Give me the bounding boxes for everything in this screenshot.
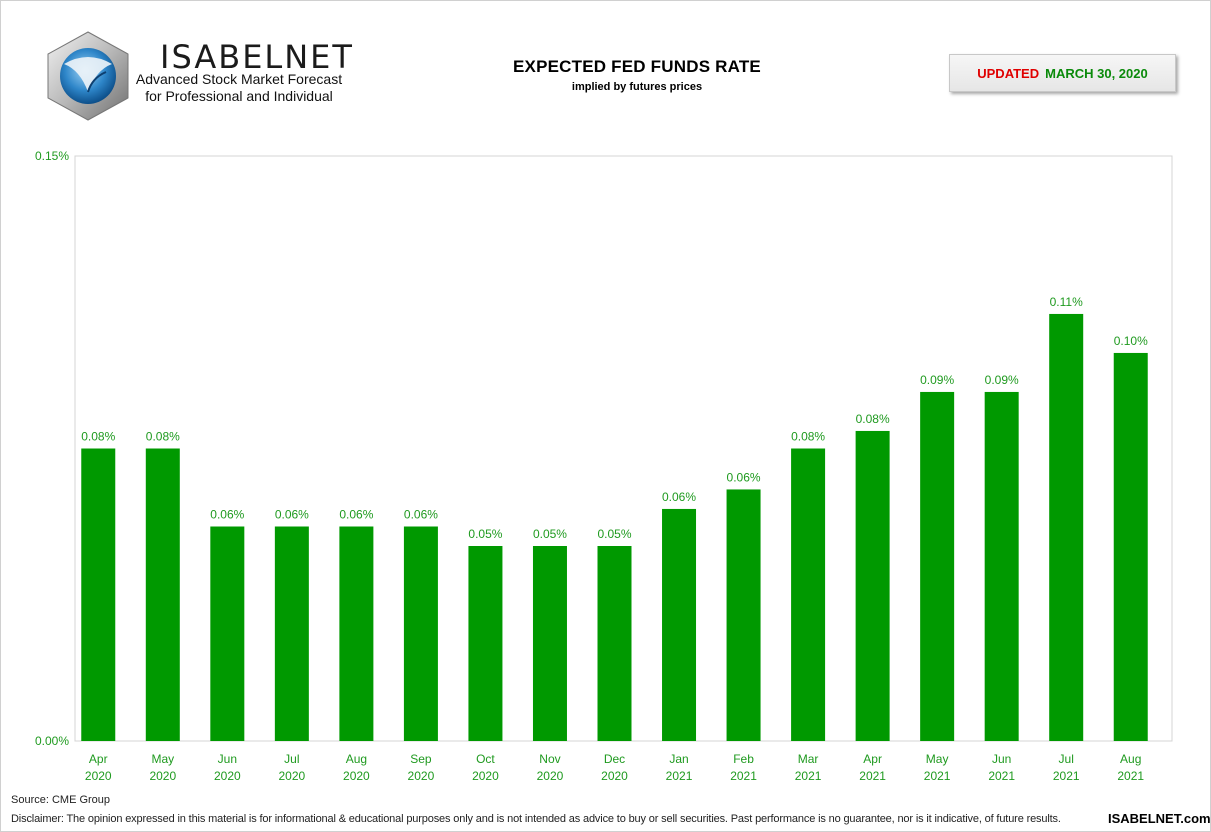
x-tick-label: Apr — [89, 752, 108, 766]
x-tick-label: Jan — [669, 752, 688, 766]
y-tick-label: 0.15% — [35, 149, 69, 163]
x-tick-label: 2021 — [795, 769, 822, 783]
brand-name: ISABELNET — [160, 38, 354, 76]
data-label: 0.10% — [1114, 334, 1148, 348]
x-tick-label: Jun — [992, 752, 1011, 766]
chart-title: EXPECTED FED FUNDS RATE — [513, 57, 761, 76]
x-tick-label: Apr — [863, 752, 882, 766]
bar — [662, 508, 697, 741]
bar — [920, 391, 955, 741]
bar — [339, 526, 374, 741]
bar — [403, 526, 438, 741]
x-tick-label: Oct — [476, 752, 495, 766]
updated-label: UPDATED — [977, 65, 1040, 81]
x-tick-label: 2021 — [859, 769, 886, 783]
updated-date: MARCH 30, 2020 — [1045, 65, 1148, 81]
x-tick-label: 2021 — [988, 769, 1015, 783]
x-tick-label: Jul — [1059, 752, 1074, 766]
bar — [791, 448, 826, 741]
data-label: 0.05% — [468, 527, 502, 541]
data-label: 0.06% — [662, 490, 696, 504]
tagline-line-2: for Professional and Individual — [145, 88, 333, 104]
data-label: 0.08% — [791, 430, 825, 444]
x-tick-label: Mar — [798, 752, 819, 766]
x-tick-label: Aug — [346, 752, 367, 766]
x-tick-label: 2020 — [472, 769, 499, 783]
bar — [855, 430, 890, 741]
x-tick-label: May — [151, 752, 174, 766]
bar — [468, 546, 503, 741]
bar — [984, 391, 1019, 741]
source-note: Source: CME Group — [11, 794, 111, 806]
data-label: 0.06% — [210, 508, 244, 522]
bar — [597, 546, 632, 741]
x-tick-label: 2020 — [279, 769, 306, 783]
bar — [210, 526, 245, 741]
bar-chart: 0.00% 0.15% 0.08% Apr 2020 0.08% May 2020 0.06% J… — [35, 149, 1173, 783]
x-tick-label: 2021 — [666, 769, 693, 783]
isabelnet-logo-icon — [47, 31, 129, 121]
y-tick-label: 0.00% — [35, 734, 69, 748]
bar — [81, 448, 116, 741]
x-tick-label: Aug — [1120, 752, 1141, 766]
x-tick-label: Dec — [604, 752, 625, 766]
data-label: 0.06% — [339, 508, 373, 522]
bar — [145, 448, 180, 741]
tagline-line-1: Advanced Stock Market Forecast — [135, 71, 343, 87]
x-tick-label: 2020 — [537, 769, 564, 783]
bar — [274, 526, 309, 741]
updated-badge: UPDATED MARCH 30, 2020 — [949, 54, 1176, 92]
site-url: ISABELNET.com — [1108, 811, 1211, 826]
x-tick-label: 2021 — [1117, 769, 1144, 783]
x-tick-label: Sep — [410, 752, 432, 766]
x-tick-label: 2020 — [85, 769, 112, 783]
data-label: 0.05% — [533, 527, 567, 541]
x-tick-label: 2020 — [343, 769, 370, 783]
bar — [1113, 352, 1148, 741]
brand-tagline: Advanced Stock Market Forecast for Profe… — [120, 71, 358, 105]
bar — [726, 489, 761, 741]
x-tick-label: Nov — [539, 752, 560, 766]
bar — [532, 546, 567, 741]
data-label: 0.11% — [1050, 295, 1083, 309]
data-label: 0.09% — [985, 373, 1019, 387]
data-label: 0.08% — [146, 430, 180, 444]
chart-subtitle: implied by futures prices — [571, 81, 703, 93]
bar — [1049, 313, 1084, 741]
data-label: 0.09% — [920, 373, 954, 387]
data-label: 0.06% — [404, 508, 438, 522]
x-tick-label: Feb — [733, 752, 754, 766]
x-tick-label: May — [926, 752, 949, 766]
x-tick-label: 2021 — [730, 769, 757, 783]
x-tick-label: 2021 — [1053, 769, 1080, 783]
x-tick-label: 2020 — [149, 769, 176, 783]
data-label: 0.08% — [856, 412, 890, 426]
data-label: 0.05% — [597, 527, 631, 541]
x-tick-label: 2020 — [601, 769, 628, 783]
x-tick-label: 2020 — [214, 769, 241, 783]
x-tick-label: Jul — [284, 752, 299, 766]
data-label: 0.06% — [275, 508, 309, 522]
x-tick-label: 2020 — [408, 769, 435, 783]
x-tick-label: Jun — [218, 752, 237, 766]
data-label: 0.06% — [727, 470, 761, 484]
x-tick-label: 2021 — [924, 769, 951, 783]
disclaimer-text: Disclaimer: The opinion expressed in thi… — [11, 813, 1061, 825]
data-label: 0.08% — [81, 430, 115, 444]
